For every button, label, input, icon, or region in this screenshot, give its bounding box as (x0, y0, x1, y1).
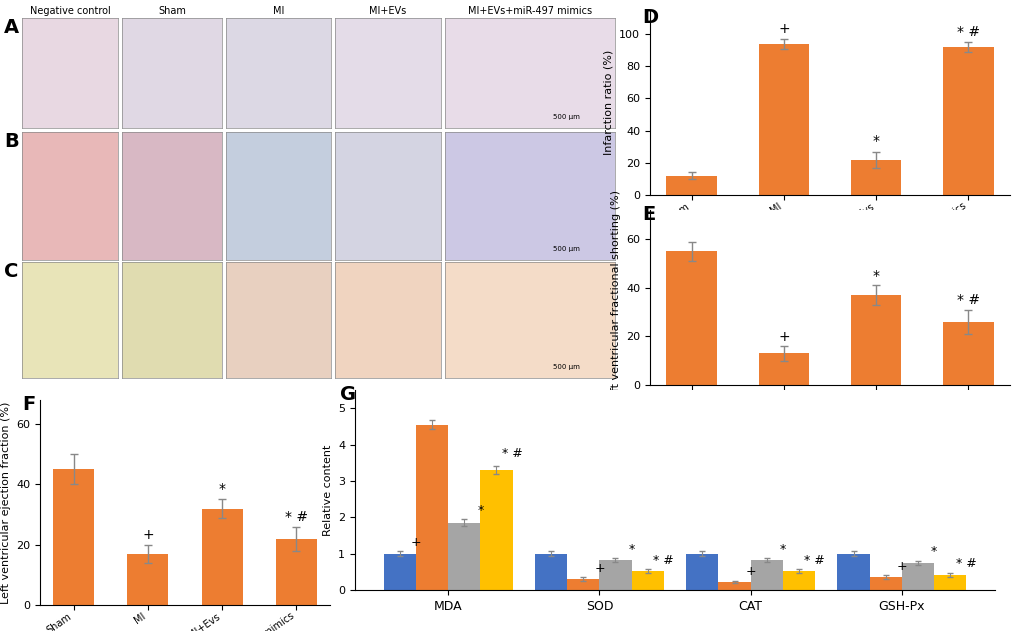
Bar (717, 582, 750, 590)
Text: * #: * # (956, 25, 979, 39)
Text: 500 μm: 500 μm (552, 364, 580, 370)
Text: *: * (477, 504, 483, 517)
Text: F: F (22, 395, 36, 414)
Text: C: C (4, 262, 18, 281)
Bar (750, 560, 782, 590)
Bar (758, 44, 808, 195)
Text: MI+EVs+miR-497 mimics: MI+EVs+miR-497 mimics (468, 6, 591, 16)
Bar (942, 322, 993, 385)
Text: *: * (871, 269, 878, 283)
Bar (758, 353, 808, 385)
Bar (665, 251, 716, 385)
Bar (384, 553, 416, 590)
Y-axis label: Left ventricular fractional shorting (%): Left ventricular fractional shorting (%) (610, 191, 620, 404)
Text: Negative control: Negative control (30, 6, 110, 16)
Bar (202, 509, 243, 605)
Bar (631, 571, 663, 590)
Bar (480, 470, 512, 590)
Text: +: + (593, 562, 604, 575)
Text: E: E (641, 205, 654, 224)
Y-axis label: Relative content: Relative content (322, 444, 332, 536)
Text: G: G (339, 385, 356, 404)
Text: *: * (218, 483, 225, 497)
Text: *: * (628, 543, 634, 556)
Bar (942, 47, 993, 195)
Text: * #: * # (501, 447, 523, 460)
Text: +: + (777, 21, 789, 36)
Text: +: + (745, 565, 755, 579)
Text: +: + (411, 536, 421, 549)
Text: +: + (896, 560, 906, 574)
Bar (901, 563, 932, 590)
Bar (567, 579, 599, 590)
Text: * #: * # (284, 510, 308, 524)
Bar (837, 553, 869, 590)
Text: *: * (871, 134, 878, 148)
Bar (599, 560, 631, 590)
Text: MI: MI (272, 6, 284, 16)
Text: *: * (929, 545, 936, 558)
Text: +: + (777, 329, 789, 344)
Bar (850, 295, 901, 385)
Bar (782, 571, 814, 590)
Bar (869, 577, 901, 590)
Text: 500 μm: 500 μm (552, 246, 580, 252)
Text: * #: * # (955, 557, 975, 570)
Bar (276, 539, 317, 605)
Y-axis label: Left ventricular ejection fraction (%): Left ventricular ejection fraction (%) (1, 401, 10, 604)
Text: Sham: Sham (158, 6, 185, 16)
Text: B: B (4, 132, 18, 151)
Bar (686, 553, 717, 590)
Bar (535, 553, 567, 590)
Text: A: A (4, 18, 19, 37)
Text: * #: * # (956, 293, 979, 307)
Bar (416, 425, 448, 590)
Bar (53, 469, 94, 605)
Text: MI+EVs: MI+EVs (369, 6, 407, 16)
Text: 500 μm: 500 μm (552, 114, 580, 120)
Bar (448, 522, 480, 590)
Bar (850, 160, 901, 195)
Y-axis label: Infarction ratio (%): Infarction ratio (%) (603, 50, 613, 155)
Text: +: + (142, 528, 154, 541)
Text: * #: * # (652, 554, 674, 567)
Bar (932, 575, 965, 590)
Bar (665, 175, 716, 195)
Text: D: D (641, 8, 657, 27)
Text: * #: * # (804, 554, 824, 567)
Bar (127, 554, 168, 605)
Text: *: * (779, 543, 785, 556)
